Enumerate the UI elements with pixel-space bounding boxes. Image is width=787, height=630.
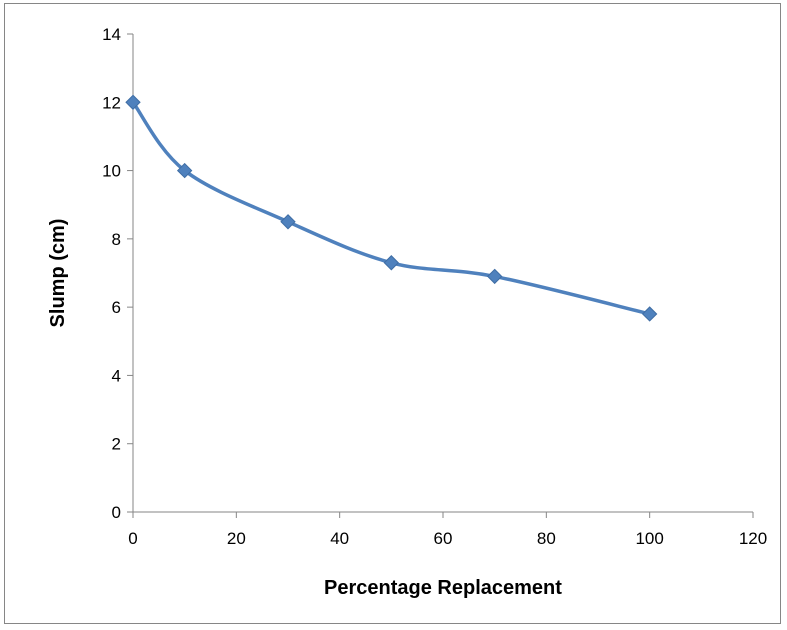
y-tick-label: 6 — [112, 298, 121, 317]
chart-svg: 0 2 4 6 8 10 12 14 0 20 40 60 80 100 120 Percentage R… — [47, 25, 767, 599]
y-tick-label: 14 — [102, 25, 121, 44]
x-tick-label: 100 — [635, 529, 663, 548]
x-axis-title: Percentage Replacement — [324, 577, 562, 599]
y-tick-label: 8 — [112, 230, 121, 249]
data-point-marker — [383, 255, 400, 271]
series-group — [125, 94, 658, 322]
y-tick-label: 2 — [112, 435, 121, 454]
y-ticks: 0 2 4 6 8 10 12 14 — [102, 25, 133, 522]
x-ticks: 0 20 40 60 80 100 120 — [128, 512, 767, 548]
plot-area: 0 2 4 6 8 10 12 14 0 20 40 60 80 100 120 — [102, 25, 767, 548]
data-point-marker — [486, 268, 503, 285]
y-axis-title: Slump (cm) — [47, 219, 69, 328]
x-tick-label: 20 — [227, 529, 246, 548]
x-tick-label: 120 — [739, 529, 767, 548]
data-point-marker — [280, 214, 296, 230]
x-tick-label: 80 — [537, 529, 556, 548]
x-tick-label: 40 — [330, 529, 349, 548]
series-line — [131, 101, 651, 316]
x-tick-label: 60 — [434, 529, 453, 548]
x-tick-label: 0 — [128, 529, 137, 548]
data-point-marker — [641, 306, 658, 322]
data-point-marker — [176, 162, 193, 179]
y-tick-label: 12 — [102, 93, 121, 112]
data-point-marker — [125, 94, 141, 110]
y-tick-label: 4 — [112, 366, 121, 385]
y-tick-label: 0 — [112, 503, 121, 522]
chart-frame: 0 2 4 6 8 10 12 14 0 20 40 60 80 100 120 Percentage R… — [4, 3, 781, 624]
y-tick-label: 10 — [102, 162, 121, 181]
